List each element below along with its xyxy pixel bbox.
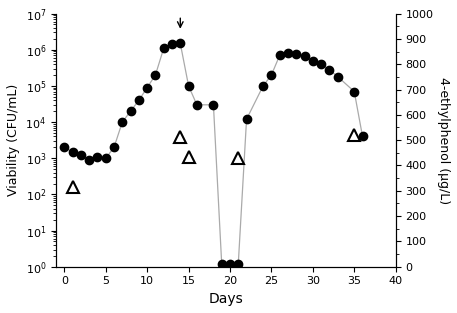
X-axis label: Days: Days [208, 292, 243, 306]
Y-axis label: 4-ethylphenol (µg/L): 4-ethylphenol (µg/L) [437, 77, 450, 204]
Y-axis label: Viability (CFU/mL): Viability (CFU/mL) [7, 84, 20, 196]
